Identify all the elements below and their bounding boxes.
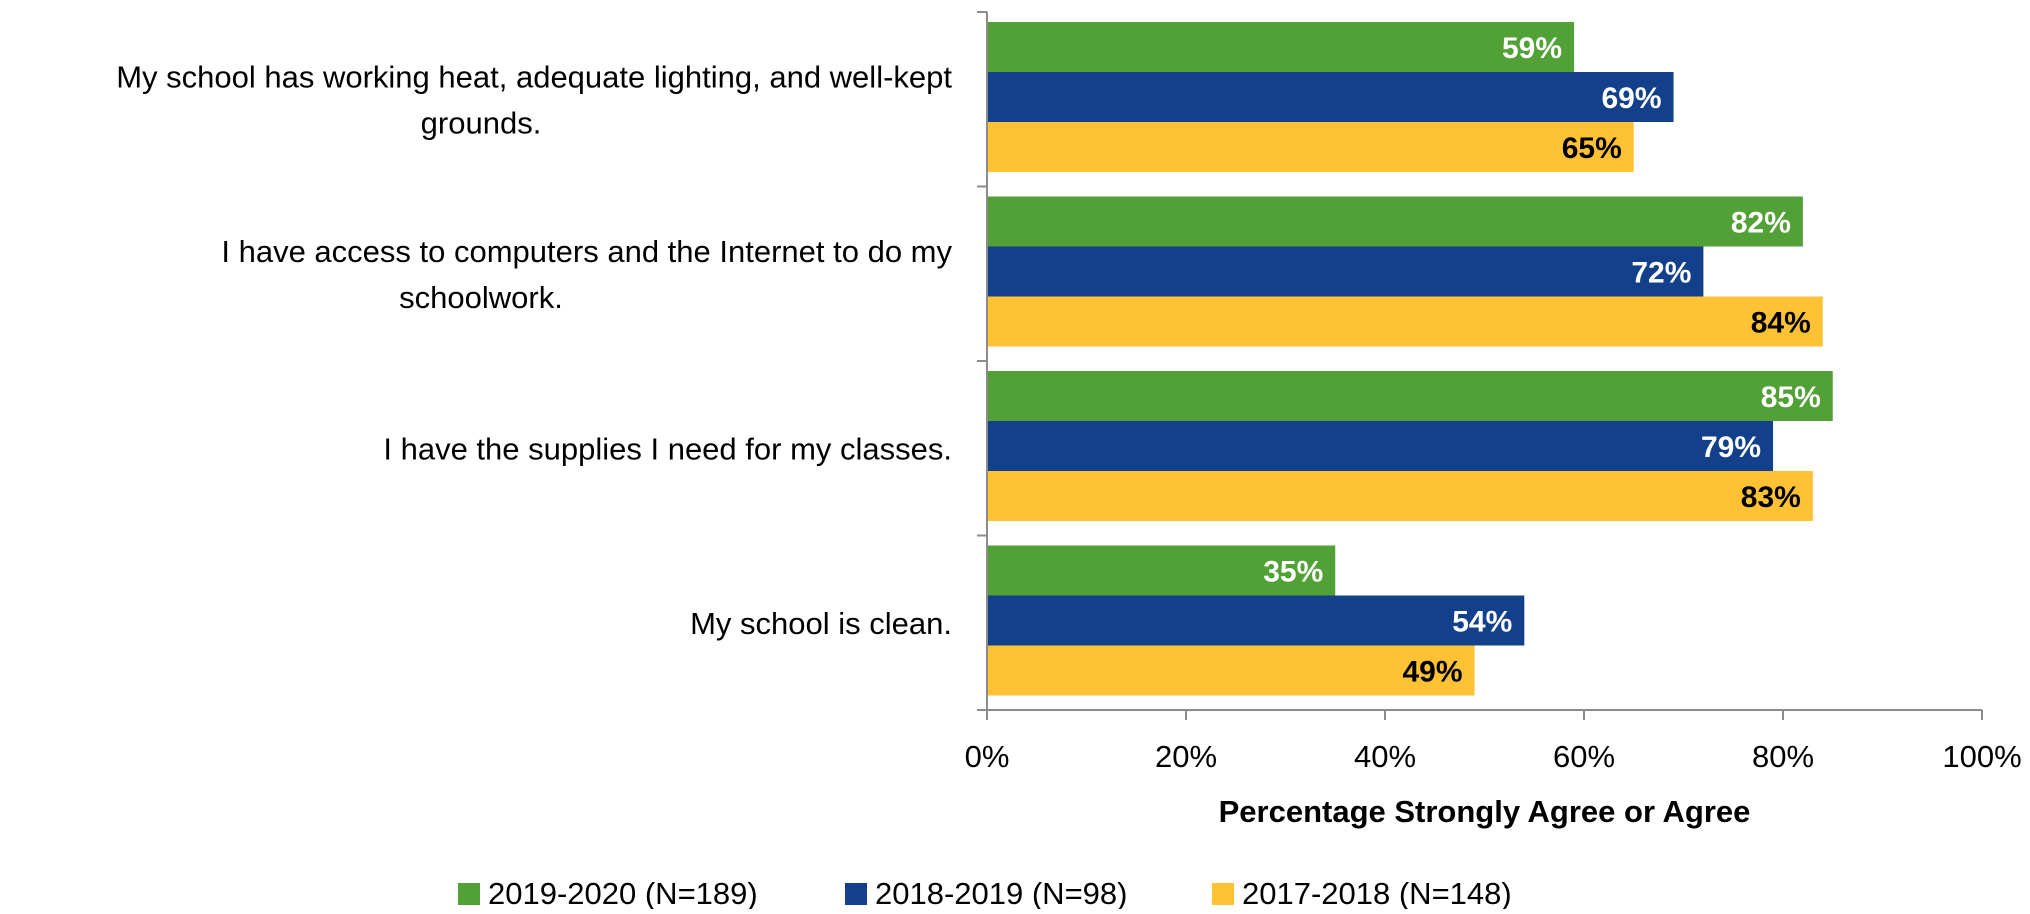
bar-2018-2019-cat4 <box>987 595 1525 646</box>
x-tick-label: 0% <box>965 739 1010 774</box>
bar-2017-2018-cat1 <box>987 122 1634 172</box>
bar-2017-2018-cat4 <box>987 645 1475 696</box>
x-tick-label: 60% <box>1553 739 1615 774</box>
bar-2018-2019-cat2 <box>987 246 1704 297</box>
data-label: 59% <box>1502 32 1562 65</box>
x-tick-label: 100% <box>1942 739 2021 774</box>
data-label: 54% <box>1452 606 1512 639</box>
data-label: 72% <box>1631 257 1691 290</box>
data-label: 35% <box>1263 556 1323 589</box>
bar-2018-2019-cat1 <box>987 72 1674 122</box>
bar-2017-2018-cat3 <box>987 471 1813 521</box>
data-label: 79% <box>1701 431 1761 464</box>
legend-swatch <box>1212 883 1234 905</box>
bar-2019-2020-cat1 <box>987 22 1575 72</box>
data-label: 82% <box>1731 207 1791 240</box>
category-label: I have access to computers and the Inter… <box>221 234 952 269</box>
data-label: 83% <box>1741 481 1801 514</box>
x-tick-label: 20% <box>1155 739 1217 774</box>
data-label: 69% <box>1602 82 1662 115</box>
bar-2018-2019-cat3 <box>987 421 1774 471</box>
bar-2019-2020-cat2 <box>987 196 1803 247</box>
legend-label: 2019-2020 (N=189) <box>488 876 758 909</box>
data-label: 49% <box>1403 656 1463 689</box>
legend-swatch <box>458 883 480 905</box>
legend-label: 2017-2018 (N=148) <box>1242 876 1512 909</box>
data-label: 84% <box>1751 307 1811 340</box>
x-tick-label: 80% <box>1752 739 1814 774</box>
category-label: schoolwork. <box>399 280 563 315</box>
bar-2019-2020-cat4 <box>987 545 1336 596</box>
category-label: My school is clean. <box>690 606 952 641</box>
bar-2017-2018-cat2 <box>987 296 1823 347</box>
category-label: grounds. <box>421 105 542 140</box>
x-tick-label: 40% <box>1354 739 1416 774</box>
bar-2019-2020-cat3 <box>987 371 1833 421</box>
category-label: My school has working heat, adequate lig… <box>116 59 952 94</box>
legend-label: 2018-2019 (N=98) <box>875 876 1127 909</box>
category-label: I have the supplies I need for my classe… <box>383 431 952 466</box>
x-axis-title: Percentage Strongly Agree or Agree <box>1219 794 1751 829</box>
data-label: 85% <box>1761 381 1821 414</box>
data-label: 65% <box>1562 132 1622 165</box>
legend-swatch <box>845 883 867 905</box>
